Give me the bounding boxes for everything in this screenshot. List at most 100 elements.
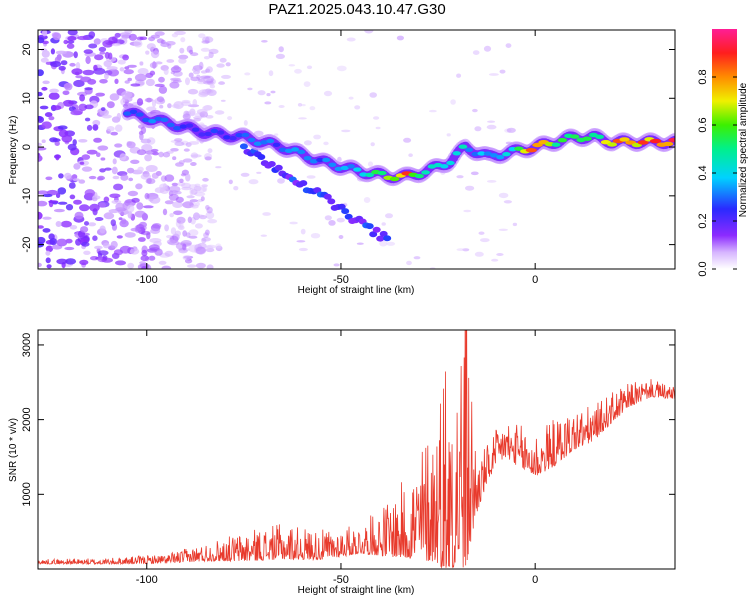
noise-blob: [91, 197, 98, 202]
noise-blob: [114, 124, 123, 132]
branch-blob: [376, 235, 385, 242]
noise-blob: [83, 49, 94, 54]
noise-blob: [66, 40, 75, 44]
noise-blob: [202, 105, 210, 112]
noise-blob: [174, 141, 185, 146]
noise-blob: [186, 195, 195, 199]
noise-blob: [205, 211, 215, 220]
noise-blob: [149, 244, 160, 251]
y-tick-label: 2000: [21, 407, 33, 431]
noise-blob: [131, 197, 140, 203]
noise-blob: [38, 211, 43, 220]
noise-blob: [480, 238, 490, 243]
noise-blob: [176, 216, 186, 224]
noise-blob: [158, 85, 168, 94]
noise-blob: [333, 263, 340, 267]
noise-blob: [306, 65, 313, 70]
branch-blob: [299, 180, 308, 187]
noise-blob: [145, 78, 155, 87]
snr-y-ticks: 1000 2000 3000: [21, 333, 675, 507]
noise-blob: [203, 56, 210, 60]
noise-blob: [367, 161, 374, 167]
noise-blob: [324, 215, 332, 221]
noise-blob: [46, 189, 59, 196]
colorbar-tick-label: 0.0: [697, 261, 709, 276]
noise-blob: [192, 99, 198, 107]
noise-blob: [162, 151, 171, 158]
noise-blob: [172, 201, 184, 209]
noise-blob: [104, 51, 110, 59]
ridge-core: [303, 156, 312, 161]
noise-blob: [84, 189, 96, 197]
noise-blob: [167, 103, 172, 109]
x-tick-label: -50: [333, 574, 349, 586]
noise-blob: [244, 72, 251, 76]
noise-blob: [72, 178, 80, 182]
noise-blob: [80, 76, 92, 83]
noise-blob: [38, 142, 42, 147]
noise-blob: [51, 105, 62, 111]
noise-blob: [201, 89, 214, 94]
ridge-core: [377, 170, 387, 176]
noise-blob: [182, 243, 187, 251]
noise-blob: [303, 81, 311, 87]
noise-blob: [38, 262, 42, 268]
noise-blob: [81, 241, 90, 247]
ridge-core: [272, 142, 281, 147]
ridge-core: [347, 164, 355, 169]
noise-blob: [48, 92, 60, 100]
noise-blob: [106, 101, 115, 109]
noise-blob: [93, 38, 101, 45]
noise-blob: [173, 65, 180, 70]
noise-blob: [310, 233, 321, 239]
branch-blob: [365, 223, 374, 230]
noise-blob: [89, 203, 100, 212]
noise-blob: [470, 171, 479, 176]
ridge-core: [328, 162, 337, 167]
noise-blob: [336, 65, 347, 72]
noise-blob: [158, 76, 165, 83]
noise-blob: [406, 260, 412, 266]
ridge-core: [359, 172, 368, 177]
colorbar-tick-label: 0.2: [697, 213, 709, 228]
noise-blob: [209, 84, 216, 89]
ridge-core: [129, 109, 138, 115]
branch-blob: [344, 213, 353, 220]
noise-blob: [70, 110, 83, 116]
noise-blob: [297, 103, 303, 107]
noise-blob: [218, 81, 226, 85]
ridge-core: [216, 130, 225, 135]
noise-blob: [145, 72, 154, 78]
noise-blob: [369, 92, 378, 98]
noise-blob: [84, 117, 91, 122]
noise-blob: [142, 205, 154, 209]
noise-blob: [183, 158, 193, 163]
noise-blob: [170, 227, 177, 235]
branch-blob: [327, 198, 336, 205]
noise-blob: [164, 200, 174, 205]
ridge-core: [334, 166, 343, 172]
noise-blob: [104, 72, 109, 80]
noise-blob: [45, 250, 51, 256]
noise-blob: [278, 105, 285, 108]
ridge-core: [465, 147, 474, 152]
snr-line-series: [38, 330, 675, 569]
noise-blob: [294, 68, 302, 74]
noise-blob: [183, 148, 190, 152]
noise-blob: [112, 175, 120, 180]
noise-blob: [124, 80, 130, 84]
noise-blob: [196, 64, 201, 73]
colorbar-gradient: [712, 29, 737, 269]
noise-blob: [127, 77, 132, 82]
noise-blob: [99, 109, 109, 117]
noise-blob: [164, 250, 174, 257]
noise-blob: [171, 104, 180, 109]
colorbar-tick-label: 0.4: [697, 165, 709, 180]
ridge-core: [414, 173, 424, 179]
noise-blob: [219, 57, 227, 63]
noise-blob: [127, 262, 135, 269]
y-tick-label: 3000: [21, 333, 33, 357]
ridge-core: [477, 151, 486, 156]
noise-blob: [144, 192, 150, 200]
